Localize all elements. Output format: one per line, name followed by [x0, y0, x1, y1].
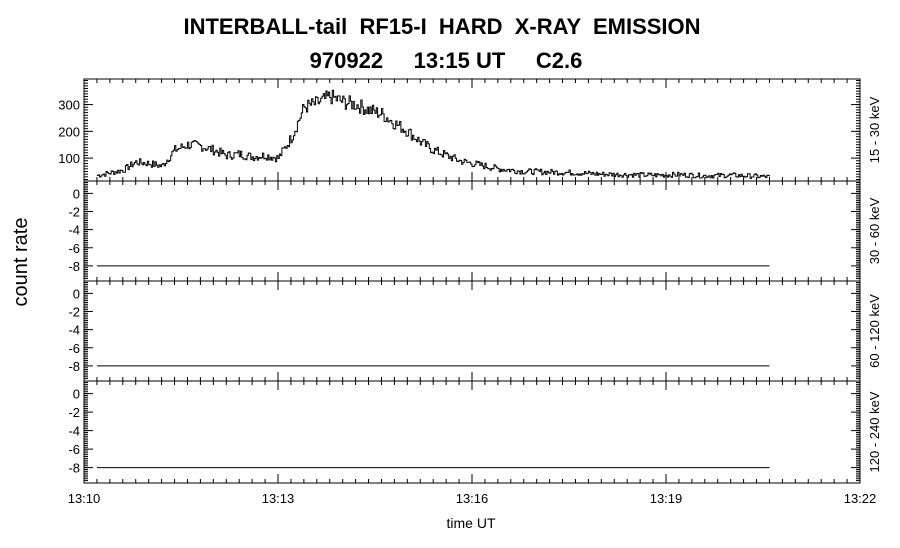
y-tick-label: -8 [68, 259, 80, 274]
y-tick-label: -4 [68, 424, 80, 439]
panel-energy-label: 120 - 240 keV [867, 391, 882, 472]
y-tick-label: -6 [68, 241, 80, 256]
series-line-15-30-kev [96, 89, 770, 179]
y-tick-label: -2 [68, 205, 80, 220]
y-tick-label: -6 [68, 442, 80, 457]
y-tick-label: 100 [58, 151, 80, 166]
y-tick-label: -8 [68, 461, 80, 476]
x-tick-label: 13:16 [456, 491, 489, 506]
x-tick-label: 13:10 [68, 491, 101, 506]
x-tick-label: 13:22 [844, 491, 877, 506]
y-tick-label: -2 [68, 405, 80, 420]
y-tick-label: 0 [73, 286, 80, 301]
y-tick-label: 300 [58, 98, 80, 113]
chart-title: INTERBALL-tail RF15-I HARD X-RAY EMISSIO… [183, 14, 700, 39]
y-tick-label: 200 [58, 124, 80, 139]
x-axis-label: time UT [447, 515, 496, 531]
y-axis-label: count rate [10, 218, 32, 307]
panel-energy-label: 60 - 120 keV [867, 294, 882, 368]
y-tick-label: -8 [68, 359, 80, 374]
y-tick-label: -4 [68, 223, 80, 238]
chart-panels: 100 200 300 15 - 30 keV 0 -2 -4 -6 -8 30 - 60 keV… [58, 78, 882, 506]
x-tick-label: 13:19 [650, 491, 683, 506]
y-tick-label: -6 [68, 341, 80, 356]
y-tick-label: 0 [73, 387, 80, 402]
y-tick-label: 0 [73, 186, 80, 201]
y-tick-label: -2 [68, 305, 80, 320]
panel-energy-label: 15 - 30 keV [867, 96, 882, 163]
panel-energy-label: 30 - 60 keV [867, 197, 882, 264]
y-tick-label: -4 [68, 323, 80, 338]
x-tick-label: 13:13 [262, 491, 295, 506]
chart-subtitle: 970922 13:15 UT C2.6 [310, 48, 583, 73]
